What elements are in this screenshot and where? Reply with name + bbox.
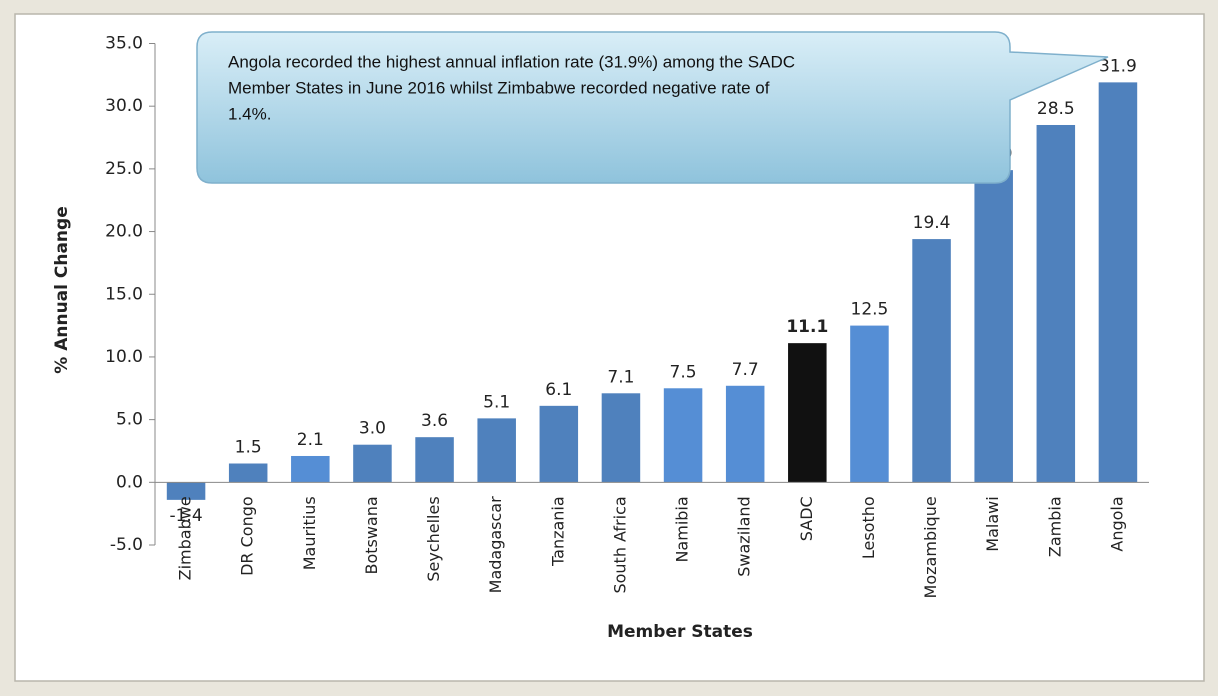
y-tick-label: 30.0 [105,96,143,116]
callout-box [196,31,1109,184]
bar [1036,124,1076,483]
plot-area: -5.0 0.0 5.0 10.0 15.0 20.0 25.0 30.0 35.0 -1.4Zi… [105,34,1149,598]
x-tick-label: Swaziland [735,496,754,576]
x-tick-label: Lesotho [859,496,878,559]
callout: Angola recorded the highest annual infla… [196,31,1109,184]
bar [539,405,579,483]
value-label: 5.1 [483,392,510,412]
x-tick-label: Tanzania [548,496,567,567]
x-tick-label: Mozambique [921,496,940,598]
bar [353,444,392,483]
y-tick-label: 10.0 [105,347,143,367]
y-tick-label: 15.0 [105,284,143,304]
y-tick-label: 5.0 [116,410,143,430]
x-tick-label: SADC [797,496,816,541]
value-label: 6.1 [545,380,572,400]
y-tick-label: 25.0 [105,159,143,179]
annotation-line: Angola recorded the highest annual infla… [228,52,795,71]
bar [788,343,827,483]
value-label: 7.7 [732,360,759,380]
x-tick-label: Zimbabwe [176,496,195,580]
bar [228,463,268,483]
bar [477,418,516,483]
value-label: -1.4 [169,506,202,526]
x-axis-title: Member States [607,622,753,642]
bar [850,325,889,483]
bar [291,455,330,483]
y-tick-label: 35.0 [105,34,143,54]
value-label: 28.5 [1037,99,1075,119]
value-label: 3.6 [421,411,448,431]
x-tick-label: Seychelles [424,496,443,581]
bar [1098,82,1138,483]
value-label: 7.1 [607,367,634,387]
y-tick-label: 0.0 [116,472,143,492]
value-label: 3.0 [359,419,386,439]
value-label: 7.5 [670,362,697,382]
bar [725,385,765,483]
x-tick-label: Mauritius [300,496,319,570]
y-tick-label: -5.0 [110,535,143,555]
annotation-line: Member States in June 2016 whilst Zimbab… [228,78,770,97]
bar [912,239,951,483]
x-tick-label: Botswana [362,496,381,574]
value-label: 12.5 [851,300,889,320]
x-tick-label: South Africa [610,496,629,593]
x-tick-label: Namibia [673,496,692,562]
bar [974,170,1013,483]
x-tick-label: DR Congo [238,496,257,576]
x-tick-label: Zambia [1045,496,1064,557]
bar [663,388,703,483]
annotation-line: 1.4%. [228,104,271,123]
value-label: 31.9 [1099,56,1137,76]
value-label: 11.1 [786,317,828,337]
bar [601,393,641,483]
x-tick-label: Angola [1107,496,1126,551]
x-tick-label: Malawi [983,496,1002,551]
value-label: 1.5 [235,438,262,458]
y-axis-title: % Annual Change [52,206,72,374]
bar [166,482,206,500]
y-tick-label: 20.0 [105,222,143,242]
value-label: 19.4 [913,213,951,233]
x-tick-label: Madagascar [486,496,505,593]
bar [415,437,454,483]
value-label: 2.1 [297,430,324,450]
